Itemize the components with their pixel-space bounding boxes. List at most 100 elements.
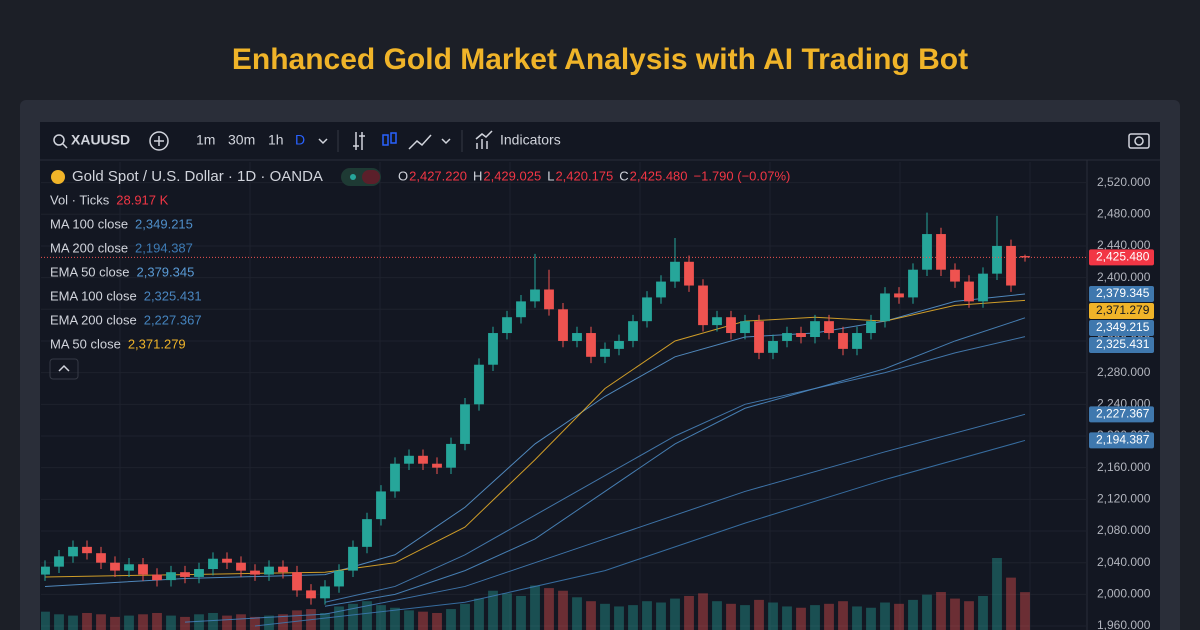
candle-icon (390, 132, 397, 144)
candle-body (726, 317, 736, 334)
volume-bar (852, 606, 862, 630)
chart-panel (40, 122, 1160, 630)
volume-bar (866, 607, 876, 630)
search-icon[interactable] (53, 134, 65, 146)
indicators-icon[interactable] (475, 130, 493, 149)
volume-bar (628, 605, 638, 630)
volume-bar (824, 603, 834, 630)
volume-bar (1006, 577, 1016, 630)
price-change: −1.790 (−0.07%) (694, 168, 791, 183)
volume-bar (418, 611, 428, 630)
price-badge-label: 2,379.345 (1096, 286, 1150, 300)
price-badge (1089, 336, 1154, 353)
volume-bar (726, 603, 736, 630)
collapse-legend[interactable] (49, 358, 79, 380)
candle-body (796, 333, 806, 338)
volume-bar (1020, 592, 1030, 630)
volume-bar (740, 605, 750, 630)
candle-body (166, 572, 176, 581)
candle-body (670, 261, 680, 282)
candle-body (292, 572, 302, 591)
volume-bar (320, 612, 330, 630)
volume-bar (474, 598, 484, 630)
candle-body (222, 558, 232, 563)
ohlc-key: O (398, 168, 408, 183)
volume-bar (586, 601, 596, 630)
symbol[interactable]: XAUUSD (71, 132, 130, 148)
legend-name: MA 50 close (50, 336, 121, 351)
volume-bar (376, 605, 386, 630)
snapshot[interactable] (1128, 133, 1150, 149)
volume-bar (180, 616, 190, 630)
candle-body (446, 443, 456, 468)
interval-active[interactable]: D (295, 132, 305, 148)
volume-bar (152, 612, 162, 630)
candle-body (306, 590, 316, 599)
candle-body (236, 562, 246, 571)
candle-body (838, 333, 848, 349)
area-icon[interactable] (408, 134, 432, 150)
y-tick-label: 2,480.000 (1097, 206, 1151, 220)
candle-body (936, 234, 946, 270)
volume-bar (54, 614, 64, 630)
volume-bar (810, 605, 820, 630)
candle-body (642, 297, 652, 322)
indicators-button[interactable]: Indicators (500, 132, 561, 148)
interval[interactable]: 30m (228, 132, 255, 148)
volume-bar (544, 588, 554, 630)
volume-bar (838, 601, 848, 630)
candle-body (278, 566, 288, 573)
candle-body (754, 321, 764, 353)
candle-body (628, 321, 638, 341)
plot (41, 162, 1087, 630)
volume-bar (278, 614, 288, 630)
candle-body (502, 317, 512, 334)
candle-body (558, 309, 568, 341)
price-badge-label: 2,349.215 (1096, 320, 1150, 334)
price-badge-label: 2,227.367 (1096, 406, 1150, 420)
candle-body (152, 574, 162, 581)
candle-body (194, 569, 204, 577)
candle-icon[interactable] (382, 134, 389, 146)
candle-body (992, 245, 1002, 274)
volume-bar (516, 595, 526, 630)
volume-bar (964, 601, 974, 630)
indicator-line (324, 336, 1026, 603)
candle-body (656, 281, 666, 298)
volume-bar (194, 614, 204, 630)
ohlc-value: 2,427.220 (409, 168, 467, 183)
volume-bar (768, 602, 778, 630)
bar-type-icon[interactable] (353, 132, 365, 150)
volume-bar (432, 612, 442, 630)
interval[interactable]: 1m (196, 132, 215, 148)
volume-bar (264, 615, 274, 630)
candle-body (894, 293, 904, 298)
volume-bar (446, 609, 456, 630)
interval-menu[interactable] (318, 138, 328, 145)
volume-bar (950, 598, 960, 630)
volume-bar (530, 585, 540, 630)
candle-body (362, 519, 372, 547)
volume-bar (670, 598, 680, 630)
candle-body (404, 455, 414, 464)
candle-body (824, 321, 834, 334)
legend-value: 2,371.279 (128, 336, 186, 351)
add-symbol[interactable] (149, 131, 169, 151)
volume-bar (250, 616, 260, 630)
candle-body (474, 364, 484, 405)
interval[interactable]: 1h (268, 132, 284, 148)
volume-bar (166, 615, 176, 630)
volume-bar (362, 601, 372, 630)
candle-body (348, 546, 358, 571)
candle-body (41, 566, 50, 575)
y-tick-label: 2,440.000 (1097, 238, 1151, 252)
chart-type-menu[interactable] (441, 138, 451, 145)
volume-bar (334, 606, 344, 630)
candle-body (418, 455, 428, 464)
y-tick-label: 2,000.000 (1097, 587, 1151, 601)
ohlc-key: C (619, 168, 628, 183)
candle-body (684, 261, 694, 286)
candle-body (908, 269, 918, 298)
legend-value: 2,349.215 (135, 216, 193, 231)
